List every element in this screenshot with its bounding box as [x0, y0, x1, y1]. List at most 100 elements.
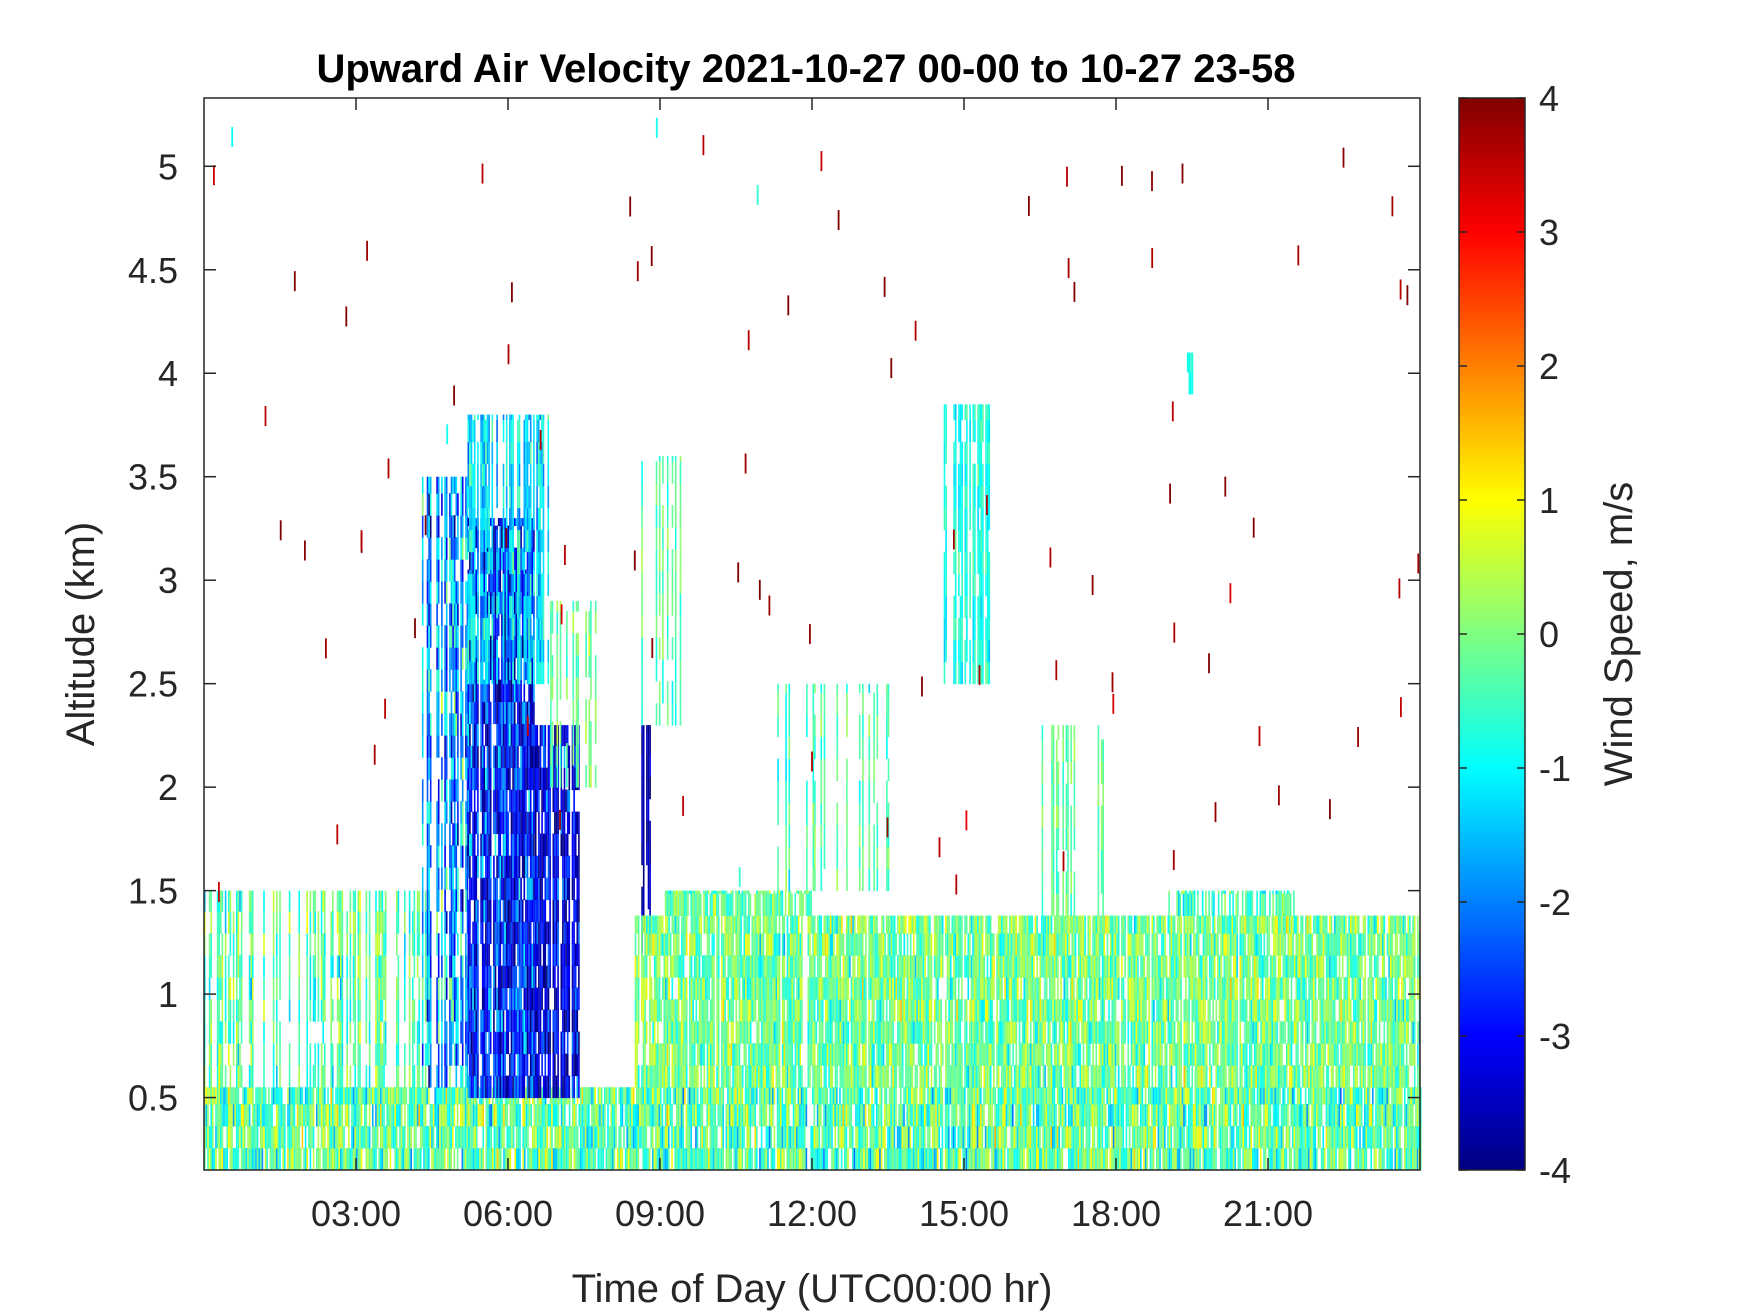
heat-cell: [429, 581, 432, 604]
heat-cell: [962, 1087, 964, 1105]
heat-cell: [497, 518, 500, 527]
heat-cell: [436, 845, 438, 868]
heat-cell: [560, 943, 563, 967]
heat-cell: [421, 911, 424, 934]
heat-cell: [357, 1021, 360, 1044]
heat-cell: [436, 669, 438, 692]
heat-cell: [887, 1126, 889, 1149]
heat-cell: [509, 1075, 511, 1099]
heat-cell: [460, 1087, 462, 1105]
heat-cell: [455, 999, 458, 1022]
heat-cell: [464, 1087, 467, 1105]
heat-cell: [821, 1087, 824, 1105]
heat-cell: [1058, 1148, 1060, 1171]
heat-cell: [802, 1087, 804, 1105]
heat-cell: [604, 1104, 606, 1127]
heat-cell: [408, 1126, 411, 1149]
heat-cell: [1296, 1148, 1299, 1171]
heat-cell: [920, 1087, 923, 1105]
heat-cell: [549, 921, 551, 945]
heat-cell: [711, 1087, 713, 1105]
heat-cell: [483, 679, 486, 703]
heat-cell: [725, 1104, 728, 1127]
heat-cell: [413, 1021, 416, 1044]
heat-cell: [586, 1148, 588, 1171]
heat-cell: [485, 1009, 487, 1033]
heat-cell: [418, 1104, 420, 1127]
heat-cell: [474, 1104, 476, 1127]
heat-cell: [485, 943, 487, 967]
heat-cell: [1408, 1148, 1411, 1171]
heat-cell: [279, 890, 281, 912]
heat-cell: [468, 1126, 470, 1149]
heat-cell: [356, 1104, 358, 1127]
heat-cell: [445, 647, 448, 670]
heat-cell: [1279, 1126, 1281, 1149]
heat-cell: [557, 1009, 559, 1033]
heat-cell: [1045, 1087, 1048, 1105]
heat-cell: [332, 933, 334, 956]
heat-cell: [492, 1087, 494, 1105]
heat-cell: [221, 1065, 224, 1088]
heat-cell: [1077, 1148, 1080, 1171]
heat-cell: [447, 1087, 449, 1105]
heat-cell: [515, 613, 518, 637]
heat-cell: [496, 943, 498, 967]
heat-cell: [224, 911, 227, 934]
heat-cell: [525, 855, 527, 879]
heat-cell: [333, 1148, 336, 1171]
heat-cell: [815, 1148, 817, 1171]
heat-cell: [220, 1043, 222, 1066]
heat-cell: [303, 1104, 305, 1127]
heat-cell: [437, 779, 440, 802]
heat-cell: [311, 1087, 313, 1105]
heat-cell: [441, 867, 443, 890]
heat-cell: [968, 1104, 971, 1127]
heat-cell: [1055, 1126, 1057, 1149]
heat-cell: [576, 877, 579, 901]
heat-cell: [560, 1075, 563, 1099]
heat-cell: [552, 1009, 555, 1033]
heat-cell: [525, 767, 527, 791]
heat-cell: [493, 525, 495, 549]
heat-cell: [1335, 1126, 1337, 1149]
heat-cell: [1072, 1126, 1075, 1149]
heat-cell: [1224, 1148, 1227, 1171]
heat-cell: [552, 855, 555, 879]
heat-cell: [428, 1065, 430, 1088]
heat-cell: [879, 1087, 881, 1105]
heat-cell: [279, 911, 281, 934]
heat-cell: [450, 1126, 452, 1149]
heat-cell: [399, 1087, 401, 1105]
heat-cell: [529, 1075, 532, 1099]
heat-cell: [563, 811, 566, 835]
heat-cell: [517, 921, 519, 945]
heat-cell: [432, 1148, 435, 1171]
heat-cell: [1415, 1087, 1417, 1105]
heat-cell: [481, 789, 484, 813]
heat-cell: [555, 943, 558, 967]
heat-cell: [781, 1126, 784, 1149]
heat-cell: [1159, 1126, 1161, 1149]
heat-cell: [450, 713, 453, 736]
heat-cell: [906, 1087, 908, 1105]
heat-cell: [208, 1126, 211, 1149]
heat-cell: [327, 1148, 329, 1171]
heat-cell: [501, 635, 503, 659]
heat-cell: [1077, 1126, 1080, 1149]
heat-cell: [367, 1126, 369, 1149]
heat-cell: [578, 1104, 580, 1127]
heat-cell: [892, 1126, 894, 1149]
heat-cell: [389, 1126, 392, 1149]
heat-cell: [392, 1087, 395, 1105]
heat-cell: [501, 1104, 504, 1127]
heat-cell: [499, 987, 502, 1011]
heat-cell: [520, 789, 522, 813]
heat-cell: [397, 1087, 400, 1105]
heat-cell: [404, 1148, 406, 1171]
heat-cell: [453, 691, 456, 714]
heat-cell: [348, 1126, 350, 1149]
heat-cell: [584, 1104, 587, 1127]
heat-cell: [488, 877, 490, 901]
heat-cell: [448, 1126, 451, 1149]
